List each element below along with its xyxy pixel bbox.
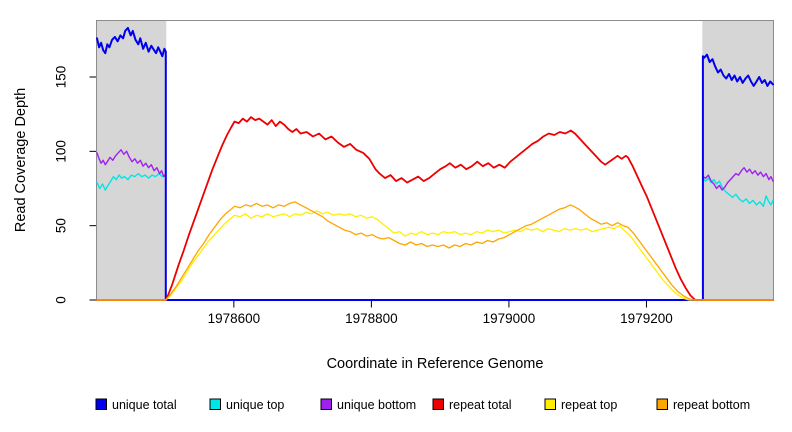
legend-item-unique-total: unique total: [95, 398, 177, 412]
y-axis-title: Read Coverage Depth: [13, 88, 29, 232]
series-line-repeat-total: [96, 116, 774, 301]
series-line-repeat-bottom: [96, 201, 774, 301]
x-tick-label: 1978600: [208, 311, 261, 326]
legend-swatch: [320, 398, 332, 410]
y-tick-label: 100: [54, 140, 69, 163]
series-lines: [96, 26, 774, 301]
legend-swatch: [656, 398, 668, 410]
x-tick-label: 1979200: [620, 311, 673, 326]
legend-label: unique total: [112, 398, 177, 412]
series-line-unique-total: [96, 26, 774, 301]
legend-item-repeat-bottom: repeat bottom: [656, 398, 750, 412]
legend-item-unique-top: unique top: [209, 398, 284, 412]
legend-swatch: [432, 398, 444, 410]
x-axis-title: Coordinate in Reference Genome: [327, 356, 544, 372]
axes: 1978600 1978800 1979000 1979200 0 50 100 150: [54, 20, 774, 326]
x-tick-label: 1979000: [483, 311, 536, 326]
x-tick-label: 1978800: [345, 311, 398, 326]
legend-label: unique bottom: [337, 398, 416, 412]
unique-region-shading: [702, 20, 774, 301]
y-tick-label: 0: [54, 296, 69, 304]
legend-item-unique-bottom: unique bottom: [320, 398, 416, 412]
series-line-unique-top: [96, 172, 774, 301]
y-tick-label: 50: [54, 218, 69, 233]
legend: unique total unique top unique bottom repea…: [95, 398, 750, 412]
legend-swatch: [544, 398, 556, 410]
legend-swatch: [209, 398, 221, 410]
legend-label: repeat bottom: [673, 398, 750, 412]
legend-swatch: [95, 398, 107, 410]
shaded-regions: [96, 20, 774, 301]
legend-item-repeat-total: repeat total: [432, 398, 512, 412]
y-tick-label: 150: [54, 66, 69, 89]
series-line-repeat-top: [96, 210, 774, 301]
legend-label: repeat top: [561, 398, 617, 412]
legend-label: unique top: [226, 398, 284, 412]
legend-item-repeat-top: repeat top: [544, 398, 617, 412]
legend-label: repeat total: [449, 398, 512, 412]
